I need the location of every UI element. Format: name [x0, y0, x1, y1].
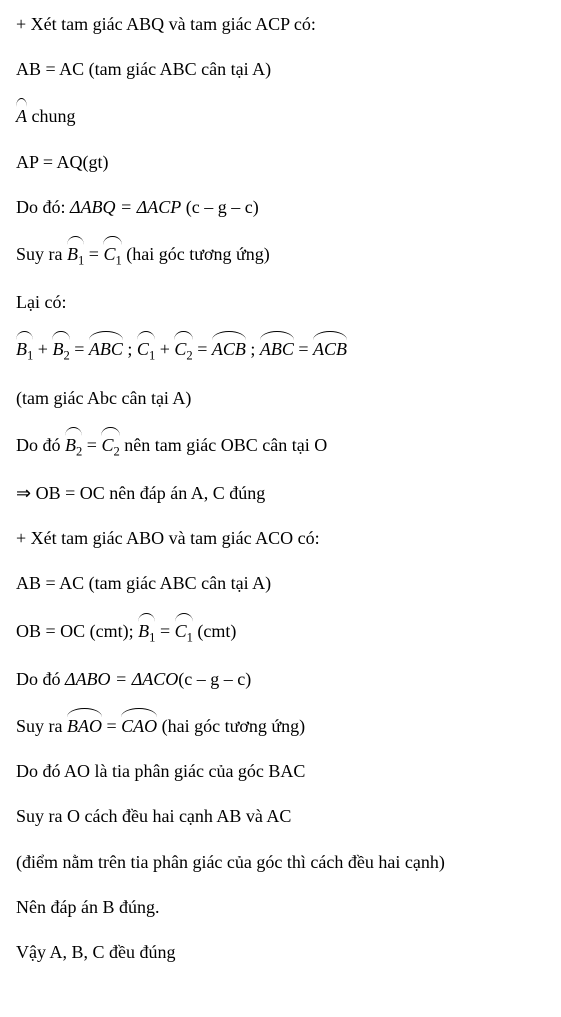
text: = — [193, 339, 212, 359]
line-3: A chung — [16, 102, 545, 129]
line-1: + Xét tam giác ABQ và tam giác ACP có: — [16, 12, 545, 37]
line-4: AP = AQ(gt) — [16, 150, 545, 175]
angle-abc: ABC — [89, 335, 123, 362]
text: + — [155, 339, 174, 359]
line-13: AB = AC (tam giác ABC cân tại A) — [16, 571, 545, 596]
line-6: Suy ra B1 = C1 (hai góc tương ứng) — [16, 240, 545, 270]
angle-abc2: ABC — [260, 335, 294, 362]
text: Do đó — [16, 669, 65, 689]
angle-b1c: B1 — [138, 617, 155, 647]
line-12: + Xét tam giác ABO và tam giác ACO có: — [16, 526, 545, 551]
text: OB = OC (cmt); — [16, 621, 138, 641]
line-9: (tam giác Abc cân tại A) — [16, 386, 545, 411]
text: = — [155, 621, 174, 641]
angle-c2b: C2 — [101, 431, 119, 461]
line-15: Do đó ΔABO = ΔACO(c – g – c) — [16, 667, 545, 692]
line-2: AB = AC (tam giác ABC cân tại A) — [16, 57, 545, 82]
line-19: (điểm nằm trên tia phân giác của góc thì… — [16, 850, 545, 875]
line-16: Suy ra BAO = CAO (hai góc tương ứng) — [16, 712, 545, 739]
text: Suy ra — [16, 244, 67, 264]
text: Do đó — [16, 435, 65, 455]
math-delta-eq: ΔABQ = ΔACP — [70, 197, 181, 217]
text: + — [33, 339, 52, 359]
line-18: Suy ra O cách đều hai cạnh AB và AC — [16, 804, 545, 829]
math-delta-eq2: ΔABO = ΔACO — [65, 669, 178, 689]
angle-acb2: ACB — [313, 335, 347, 362]
angle-bao: BAO — [67, 712, 102, 739]
text: = — [102, 716, 121, 736]
line-20: Nên đáp án B đúng. — [16, 895, 545, 920]
text: = — [82, 435, 101, 455]
line-8: B1 + B2 = ABC ; C1 + C2 = ACB ; ABC = AC… — [16, 335, 545, 365]
angle-acb: ACB — [212, 335, 246, 362]
line-21: Vậy A, B, C đều đúng — [16, 940, 545, 965]
angle-c2: C2 — [174, 335, 192, 365]
text: Do đó: — [16, 197, 70, 217]
text: (hai góc tương ứng) — [122, 244, 270, 264]
text: (hai góc tương ứng) — [157, 716, 305, 736]
angle-b1: B1 — [67, 240, 84, 270]
angle-c1: C1 — [103, 240, 121, 270]
text: (cmt) — [193, 621, 236, 641]
angle-a: A — [16, 102, 27, 129]
line-14: OB = OC (cmt); B1 = C1 (cmt) — [16, 617, 545, 647]
text: (c – g – c) — [178, 669, 251, 689]
angle-cao: CAO — [121, 712, 157, 739]
angle-c1b: C1 — [137, 335, 155, 365]
line-5: Do đó: ΔABQ = ΔACP (c – g – c) — [16, 195, 545, 220]
angle-b2: B2 — [52, 335, 69, 365]
text: = — [294, 339, 313, 359]
angle-c1c: C1 — [175, 617, 193, 647]
angle-b1b: B1 — [16, 335, 33, 365]
text: = — [84, 244, 103, 264]
text: (c – g – c) — [181, 197, 258, 217]
text: ; — [246, 339, 260, 359]
line-10: Do đó B2 = C2 nên tam giác OBC cân tại O — [16, 431, 545, 461]
angle-b2b: B2 — [65, 431, 82, 461]
line-7: Lại có: — [16, 290, 545, 315]
line-11: ⇒ OB = OC nên đáp án A, C đúng — [16, 481, 545, 506]
text: = — [70, 339, 89, 359]
text: chung — [27, 106, 76, 126]
text: nên tam giác OBC cân tại O — [120, 435, 327, 455]
text: Suy ra — [16, 716, 67, 736]
text: ; — [123, 339, 137, 359]
line-17: Do đó AO là tia phân giác của góc BAC — [16, 759, 545, 784]
